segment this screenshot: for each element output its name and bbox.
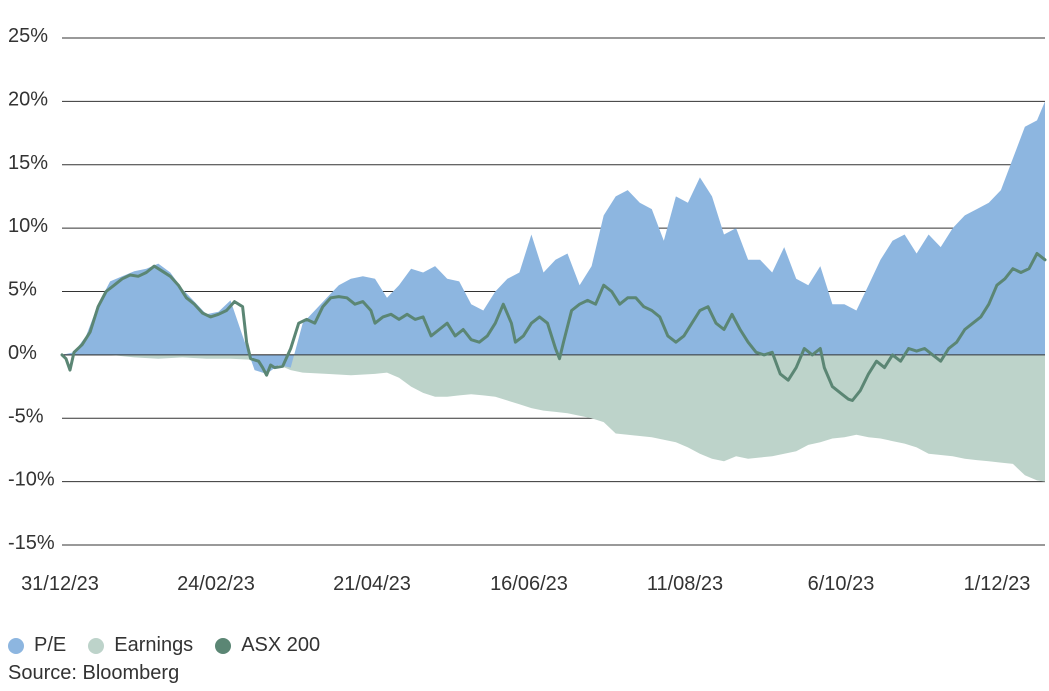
x-tick-label: 31/12/23 <box>21 573 99 595</box>
series-areas <box>62 101 1045 482</box>
legend-label-earnings: Earnings <box>114 634 194 656</box>
y-axis-tick-labels: 25% 20% 15% 10% 5% 0% -5% -10% -15% <box>8 25 55 554</box>
pe-area <box>62 101 1045 374</box>
legend-item-asx200: ASX 200 <box>215 634 320 657</box>
y-tick-label: 15% <box>8 152 48 174</box>
x-tick-label: 16/06/23 <box>490 573 568 595</box>
legend-item-pe: P/E <box>8 634 66 657</box>
legend-swatch-earnings <box>88 637 105 654</box>
x-axis-tick-labels: 31/12/23 24/02/23 21/04/23 16/06/23 11/08/23… <box>21 573 1030 595</box>
legend-swatch-asx200 <box>215 637 232 654</box>
legend-item-earnings: Earnings <box>88 634 193 657</box>
x-tick-label: 6/10/23 <box>808 573 875 595</box>
y-tick-label: -15% <box>8 532 55 554</box>
legend-swatch-pe <box>8 637 24 654</box>
y-tick-label: -5% <box>8 405 44 427</box>
x-tick-label: 21/04/23 <box>333 573 411 595</box>
x-tick-label: 1/12/23 <box>964 573 1031 595</box>
x-tick-label: 11/08/23 <box>647 573 723 595</box>
y-tick-label: 0% <box>8 342 37 364</box>
asx200-line <box>60 252 1047 402</box>
y-tick-label: 5% <box>8 279 37 301</box>
legend-label-pe: P/E <box>34 634 67 656</box>
earnings-area <box>62 354 1045 482</box>
y-tick-label: 20% <box>8 88 48 110</box>
legend-label-asx200: ASX 200 <box>241 634 321 656</box>
legend: P/E Earnings ASX 200 <box>8 634 342 657</box>
source-note: Source: Bloomberg <box>8 662 180 684</box>
series-lines <box>60 252 1047 402</box>
y-tick-label: 10% <box>8 215 48 237</box>
y-tick-label: -10% <box>8 469 55 491</box>
y-tick-label: 25% <box>8 25 48 47</box>
x-tick-label: 24/02/23 <box>177 573 255 595</box>
